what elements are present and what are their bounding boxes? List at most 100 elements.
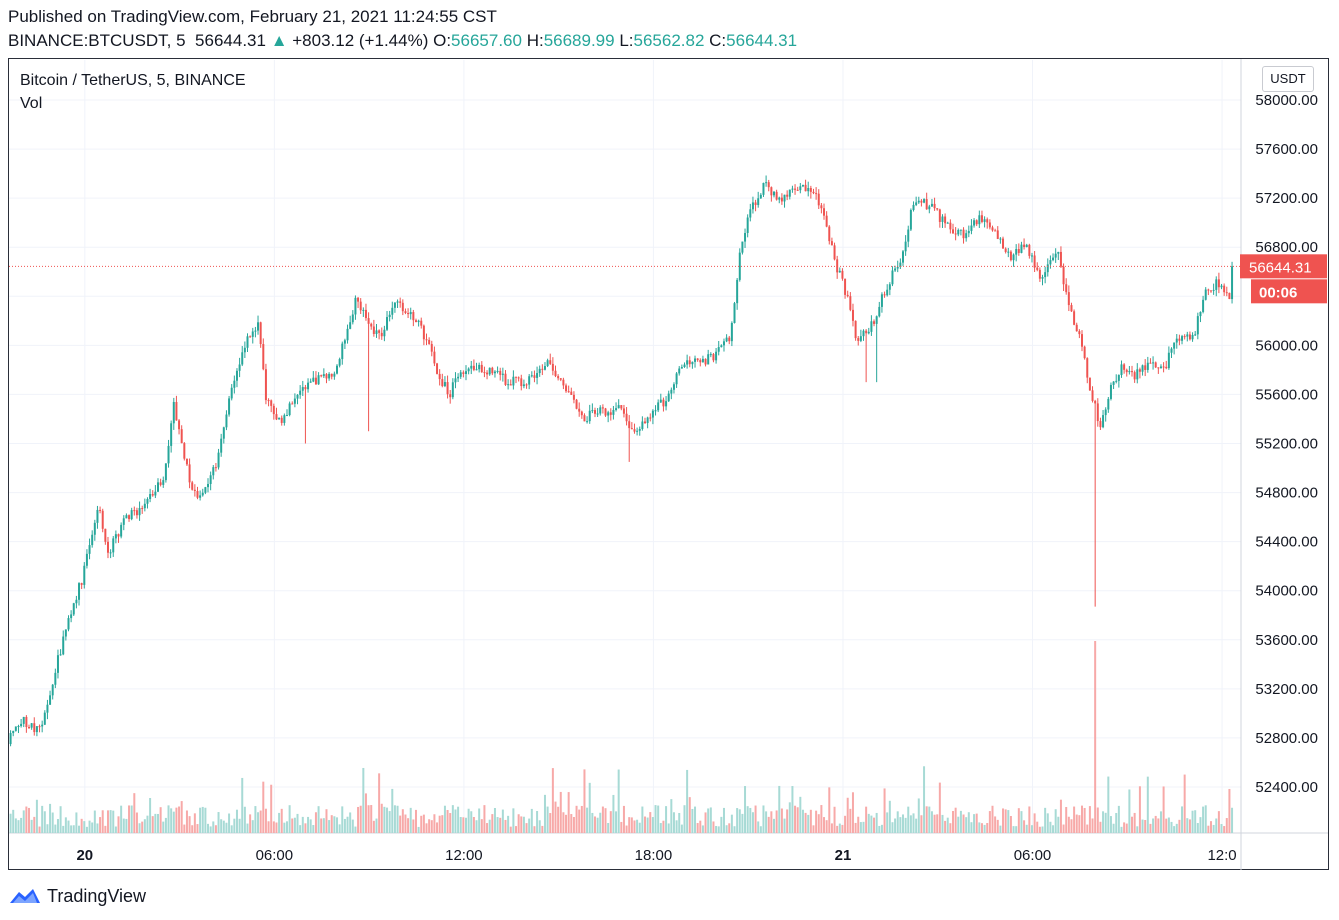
volume-bar bbox=[888, 800, 891, 833]
volume-bar bbox=[238, 818, 241, 833]
volume-bar bbox=[601, 806, 604, 833]
volume-bar bbox=[401, 809, 404, 833]
candle-body bbox=[1152, 362, 1155, 364]
candle-body bbox=[451, 382, 454, 398]
volume-bar bbox=[770, 811, 773, 833]
candle-body bbox=[78, 583, 81, 600]
volume-bar bbox=[12, 809, 15, 833]
footer-brand[interactable]: TradingView bbox=[9, 884, 146, 908]
volume-bar bbox=[562, 812, 565, 833]
y-tick-label: 56000.00 bbox=[1255, 337, 1318, 354]
volume-bar bbox=[151, 816, 154, 833]
candle-body bbox=[433, 351, 436, 364]
volume-bar bbox=[1217, 811, 1220, 833]
candle-body bbox=[141, 508, 144, 510]
change-up-icon: ▲ bbox=[270, 31, 288, 50]
volume-bar bbox=[249, 814, 252, 833]
candle-body bbox=[17, 726, 20, 728]
volume-bar bbox=[954, 807, 957, 833]
volume-bar bbox=[1136, 826, 1139, 833]
volume-legend: Vol bbox=[20, 95, 43, 112]
volume-bar bbox=[1102, 811, 1105, 833]
candle-body bbox=[1186, 334, 1189, 337]
candle-body bbox=[1194, 334, 1197, 336]
volume-bar bbox=[20, 817, 23, 833]
volume-bar bbox=[912, 813, 915, 833]
volume-bar bbox=[1228, 788, 1231, 833]
volume-bar bbox=[1020, 811, 1023, 833]
candle-body bbox=[1009, 251, 1012, 261]
volume-bar bbox=[1004, 809, 1007, 833]
candle-body bbox=[720, 345, 723, 348]
candle-body bbox=[1175, 338, 1178, 343]
volume-bar bbox=[825, 820, 828, 833]
candle-body bbox=[401, 302, 404, 312]
candle-body bbox=[54, 672, 57, 685]
candle-body bbox=[125, 515, 128, 519]
volume-bar bbox=[493, 807, 496, 833]
volume-bar bbox=[938, 782, 941, 833]
candle-body bbox=[873, 321, 876, 324]
candle-body bbox=[370, 323, 373, 327]
candle-body bbox=[130, 510, 133, 520]
candle-body bbox=[633, 429, 636, 432]
candle-body bbox=[1075, 324, 1078, 332]
candle-body bbox=[1157, 367, 1160, 369]
volume-bar bbox=[46, 824, 49, 833]
candle-body bbox=[638, 428, 641, 431]
candle-body bbox=[185, 458, 188, 465]
candle-body bbox=[28, 727, 31, 729]
candle-body bbox=[978, 215, 981, 225]
candle-body bbox=[70, 614, 73, 619]
candle-body bbox=[193, 489, 196, 491]
candle-body bbox=[254, 330, 257, 332]
volume-bar bbox=[672, 812, 675, 833]
volume-bar bbox=[730, 814, 733, 833]
volume-bar bbox=[170, 808, 173, 833]
candle-body bbox=[1086, 358, 1089, 378]
volume-bar bbox=[633, 820, 636, 833]
candle-body bbox=[1038, 269, 1041, 279]
y-tick-label: 52400.00 bbox=[1255, 779, 1318, 796]
volume-bar bbox=[96, 823, 99, 833]
candle-body bbox=[1091, 390, 1094, 401]
candle-body bbox=[178, 420, 181, 430]
volume-bar bbox=[991, 805, 994, 833]
symbol-label: BINANCE:BTCUSDT, 5 bbox=[8, 31, 186, 50]
volume-bar bbox=[78, 825, 81, 833]
candle-body bbox=[801, 184, 804, 187]
volume-bar bbox=[54, 824, 57, 833]
volume-bar bbox=[609, 811, 612, 833]
volume-bar bbox=[1120, 826, 1123, 833]
volume-bar bbox=[1188, 819, 1191, 833]
volume-bar bbox=[1012, 826, 1015, 833]
volume-bar bbox=[391, 788, 394, 833]
candle-body bbox=[959, 229, 962, 231]
candle-body bbox=[738, 252, 741, 280]
candle-body bbox=[233, 380, 236, 388]
volume-bar bbox=[35, 799, 38, 833]
candle-body bbox=[1004, 248, 1007, 252]
candle-body bbox=[749, 209, 752, 218]
volume-bar bbox=[204, 807, 207, 833]
volume-bar bbox=[772, 818, 775, 833]
candle-body bbox=[567, 391, 570, 393]
candle-body bbox=[975, 220, 978, 225]
volume-bar bbox=[154, 813, 157, 833]
candle-body bbox=[104, 528, 107, 542]
candle-body bbox=[246, 336, 249, 348]
candle-body bbox=[973, 220, 976, 226]
volume-bar bbox=[417, 826, 420, 833]
candle-body bbox=[570, 391, 573, 395]
candle-body bbox=[336, 365, 339, 374]
candle-body bbox=[1170, 348, 1173, 353]
currency-button[interactable]: USDT bbox=[1262, 66, 1314, 92]
volume-bar bbox=[486, 823, 489, 833]
candle-body bbox=[536, 373, 539, 378]
candle-body bbox=[683, 364, 686, 368]
candle-body bbox=[775, 191, 778, 200]
candle-body bbox=[354, 297, 357, 315]
candle-body bbox=[1154, 362, 1157, 368]
candle-body bbox=[586, 421, 589, 423]
